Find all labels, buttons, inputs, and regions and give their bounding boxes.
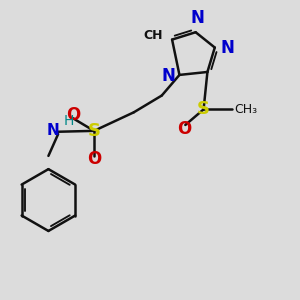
- Text: O: O: [66, 106, 80, 124]
- Text: N: N: [161, 68, 175, 85]
- Text: N: N: [47, 123, 60, 138]
- Text: H: H: [63, 114, 74, 128]
- Text: CH: CH: [144, 29, 163, 42]
- Text: O: O: [87, 150, 101, 168]
- Text: O: O: [177, 119, 191, 137]
- Text: CH₃: CH₃: [234, 103, 257, 116]
- Text: S: S: [197, 100, 210, 118]
- Text: S: S: [88, 122, 100, 140]
- Text: N: N: [190, 9, 204, 27]
- Text: N: N: [221, 38, 235, 56]
